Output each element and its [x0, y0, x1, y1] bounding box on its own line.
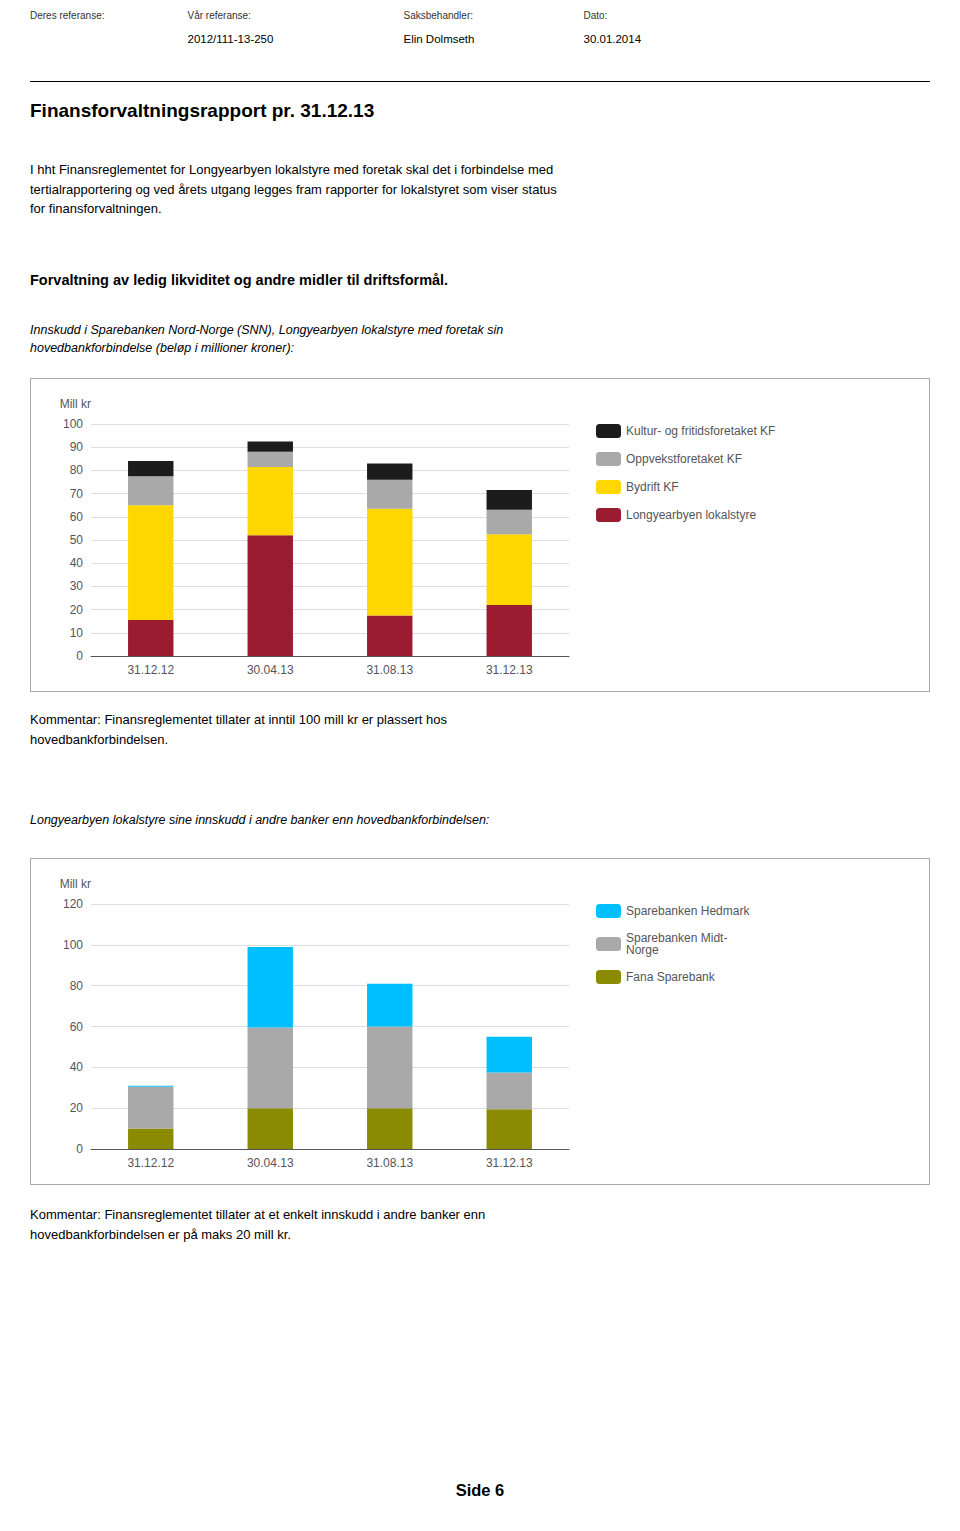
- svg-text:Bydrift KF: Bydrift KF: [626, 480, 679, 494]
- svg-text:Sparebanken Hedmark: Sparebanken Hedmark: [626, 904, 750, 918]
- svg-text:20: 20: [70, 603, 84, 617]
- svg-text:31.12.12: 31.12.12: [127, 1156, 174, 1170]
- svg-text:31.12.12: 31.12.12: [127, 663, 174, 677]
- svg-text:31.12.13: 31.12.13: [486, 1156, 533, 1170]
- svg-text:0: 0: [76, 649, 83, 663]
- svg-text:30.04.13: 30.04.13: [247, 663, 294, 677]
- html-text:Forvaltning av ledig likvidite: Forvaltning av ledig likviditet og andre…: [30, 272, 449, 288]
- svg-text:120: 120: [63, 897, 83, 911]
- svg-text:20: 20: [70, 1101, 84, 1115]
- svg-text:Fana Sparebank: Fana Sparebank: [626, 970, 716, 984]
- svg-text:Oppvekstforetaket KF: Oppvekstforetaket KF: [626, 452, 742, 466]
- html-text:Saksbehandler:: Saksbehandler:: [403, 10, 473, 21]
- svg-text:40: 40: [70, 556, 84, 570]
- svg-text:Mill kr: Mill kr: [60, 877, 91, 891]
- html-text:Longyearbyen lokalstyre sine i: Longyearbyen lokalstyre sine innskudd i …: [30, 813, 490, 827]
- svg-text:Norge: Norge: [626, 943, 659, 957]
- html-text:I hht Finansreglementet for Lo: I hht Finansreglementet for Longyearbyen…: [30, 162, 557, 216]
- html-text:Innskudd i Sparebanken Nord-No: Innskudd i Sparebanken Nord-Norge (SNN),…: [30, 323, 504, 355]
- svg-text:31.12.13: 31.12.13: [486, 663, 533, 677]
- svg-text:60: 60: [70, 510, 84, 524]
- svg-text:90: 90: [70, 440, 84, 454]
- svg-text:70: 70: [70, 487, 84, 501]
- html-text:Finansforvaltningsrapport pr.: Finansforvaltningsrapport pr. 31.12.13: [30, 100, 375, 121]
- html-text:Dato:: Dato:: [583, 10, 608, 21]
- html-text:Kommentar: Finansreglementet t: Kommentar: Finansreglementet tillater at…: [30, 1207, 486, 1242]
- html-text:Vår referanse:: Vår referanse:: [187, 10, 251, 21]
- svg-text:Sparebanken Midt-: Sparebanken Midt-: [626, 931, 728, 945]
- svg-text:100: 100: [63, 417, 83, 431]
- svg-text:31.08.13: 31.08.13: [366, 663, 413, 677]
- html-text:Side 6: Side 6: [455, 1481, 505, 1499]
- svg-text:30.04.13: 30.04.13: [247, 1156, 294, 1170]
- html-text:Kommentar: Finansreglementet t: Kommentar: Finansreglementet tillater at…: [30, 712, 447, 747]
- svg-text:Longyearbyen lokalstyre: Longyearbyen lokalstyre: [626, 508, 756, 522]
- svg-text:80: 80: [70, 979, 84, 993]
- html-text:Deres referanse:: Deres referanse:: [30, 10, 105, 21]
- svg-text:Mill kr: Mill kr: [60, 397, 91, 411]
- svg-text:100: 100: [63, 938, 83, 952]
- svg-text:31.08.13: 31.08.13: [366, 1156, 413, 1170]
- svg-text:10: 10: [70, 626, 84, 640]
- svg-text:Kultur- og fritidsforetaket KF: Kultur- og fritidsforetaket KF: [626, 424, 775, 438]
- html-text:2012/111-13-250: 2012/111-13-250: [187, 33, 274, 45]
- svg-text:50: 50: [70, 533, 84, 547]
- svg-text:80: 80: [70, 463, 84, 477]
- svg-text:40: 40: [70, 1060, 84, 1074]
- html-text:Elin Dolmseth: Elin Dolmseth: [403, 33, 475, 45]
- svg-text:30: 30: [70, 579, 84, 593]
- svg-text:60: 60: [70, 1020, 84, 1034]
- html-text:30.01.2014: 30.01.2014: [583, 33, 642, 45]
- svg-text:0: 0: [76, 1142, 83, 1156]
